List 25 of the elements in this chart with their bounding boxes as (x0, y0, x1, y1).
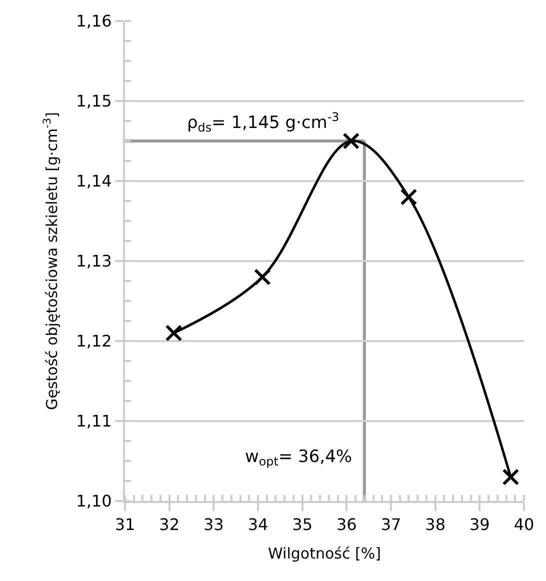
ref-line-label: w$_{opt}$= 36,4% (245, 447, 352, 469)
y-tick-label: 1,12 (76, 332, 112, 351)
point (342, 132, 360, 150)
y-tick-label: 1,11 (76, 412, 112, 431)
ref-line-label: ρ$_{ds}$= 1,145 g·cm$^{-3}$ (187, 110, 340, 135)
x-tick-label: 38 (425, 515, 446, 534)
x-tick-label: 36 (336, 515, 357, 534)
point (254, 268, 271, 286)
x-tick-label: 35 (292, 515, 313, 534)
y-tick-label: 1,10 (76, 492, 112, 511)
x-tick-label: 31 (114, 515, 136, 534)
point (502, 468, 520, 486)
point (165, 324, 182, 342)
x-tick-label: 33 (203, 515, 224, 534)
y-tick-label: 1,15 (76, 92, 112, 111)
x-tick-label: 32 (159, 515, 180, 534)
point (400, 188, 418, 206)
y-tick-label: 1,16 (76, 12, 112, 31)
x-tick-label: 40 (514, 515, 534, 534)
x-axis-title: Wilgotność [%] (268, 544, 381, 563)
x-tick-label: 39 (469, 515, 490, 534)
y-tick-label: 1,14 (76, 172, 112, 191)
y-tick-label: 1,13 (76, 252, 112, 271)
x-tick-label: 34 (248, 515, 268, 534)
x-tick-label: 37 (380, 515, 402, 534)
